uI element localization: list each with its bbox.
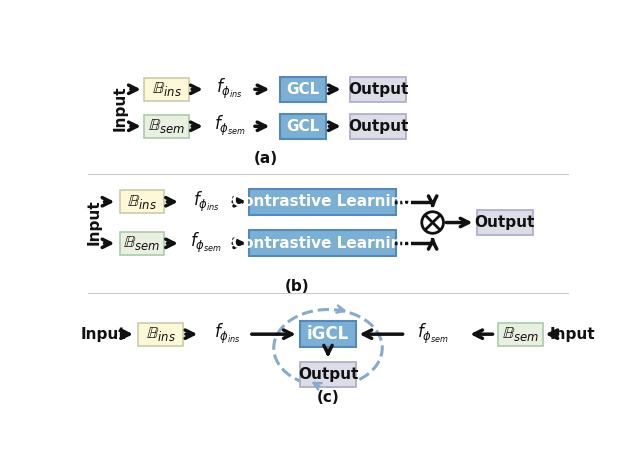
Text: $f_{\phi_{ins}}$: $f_{\phi_{ins}}$ <box>193 189 220 214</box>
Text: Contrastive Learning: Contrastive Learning <box>232 236 413 251</box>
FancyBboxPatch shape <box>498 322 543 346</box>
FancyBboxPatch shape <box>138 322 183 346</box>
Text: Output: Output <box>348 119 408 134</box>
Text: iGCL: iGCL <box>307 325 349 343</box>
Text: $f_{\phi_{sem}}$: $f_{\phi_{sem}}$ <box>214 114 246 139</box>
Text: Input: Input <box>81 327 126 342</box>
FancyBboxPatch shape <box>477 210 532 235</box>
Text: Output: Output <box>474 215 535 230</box>
FancyBboxPatch shape <box>145 115 189 138</box>
Text: (c): (c) <box>317 390 339 405</box>
FancyBboxPatch shape <box>300 362 356 387</box>
Text: (b): (b) <box>285 279 309 294</box>
Text: $\mathbb{B}_{ins}$: $\mathbb{B}_{ins}$ <box>145 325 175 343</box>
Text: GCL: GCL <box>287 119 320 134</box>
Text: $\mathbb{B}_{ins}$: $\mathbb{B}_{ins}$ <box>152 80 182 98</box>
Text: $\mathbb{B}_{ins}$: $\mathbb{B}_{ins}$ <box>127 193 157 211</box>
Text: $f_{\phi_{sem}}$: $f_{\phi_{sem}}$ <box>417 322 449 346</box>
Text: $\mathbb{B}_{sem}$: $\mathbb{B}_{sem}$ <box>124 234 161 252</box>
Text: Output: Output <box>348 82 408 97</box>
Text: Input: Input <box>549 327 595 342</box>
FancyBboxPatch shape <box>280 77 326 102</box>
FancyBboxPatch shape <box>145 78 189 101</box>
Text: Input: Input <box>113 85 128 131</box>
FancyBboxPatch shape <box>249 188 396 215</box>
FancyBboxPatch shape <box>300 321 356 347</box>
FancyBboxPatch shape <box>120 190 164 213</box>
FancyBboxPatch shape <box>120 232 164 255</box>
FancyBboxPatch shape <box>351 77 406 102</box>
Circle shape <box>422 212 444 233</box>
Text: $f_{\phi_{ins}}$: $f_{\phi_{ins}}$ <box>214 322 241 346</box>
FancyBboxPatch shape <box>249 230 396 256</box>
Text: Input: Input <box>86 200 102 245</box>
FancyBboxPatch shape <box>351 114 406 139</box>
Text: $f_{\phi_{ins}}$: $f_{\phi_{ins}}$ <box>216 77 243 102</box>
Text: $\mathbb{B}_{sem}$: $\mathbb{B}_{sem}$ <box>148 117 186 135</box>
FancyBboxPatch shape <box>280 114 326 139</box>
Text: GCL: GCL <box>287 82 320 97</box>
Text: $\mathbb{B}_{sem}$: $\mathbb{B}_{sem}$ <box>502 325 539 343</box>
Text: $f_{\phi_{sem}}$: $f_{\phi_{sem}}$ <box>190 231 222 255</box>
Text: (a): (a) <box>254 151 278 166</box>
Text: Output: Output <box>298 367 358 382</box>
Text: Contrastive Learning: Contrastive Learning <box>232 194 413 209</box>
